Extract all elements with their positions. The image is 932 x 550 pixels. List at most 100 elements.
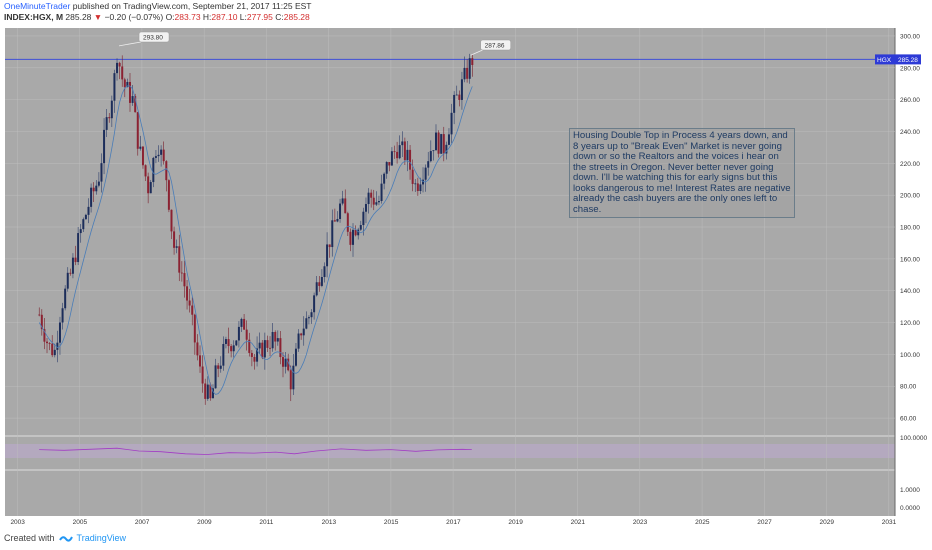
candle-body <box>453 94 456 113</box>
candle-body <box>305 318 308 329</box>
candle-body <box>274 332 277 342</box>
candle-body <box>289 370 292 390</box>
symbol-label: INDEX:HGX, M <box>4 12 64 22</box>
candle-body <box>201 366 204 384</box>
candle-body <box>411 169 414 184</box>
candle-body <box>178 246 181 273</box>
candle-body <box>429 151 432 162</box>
candle-body <box>432 150 435 152</box>
candle-body <box>235 340 238 346</box>
x-tick-label: 2025 <box>695 519 710 526</box>
candle-body <box>341 198 344 204</box>
candle-body <box>471 58 474 65</box>
candle-body <box>188 300 191 306</box>
candle-body <box>126 81 129 88</box>
candle-body <box>445 144 448 154</box>
tradingview-brand[interactable]: TradingView <box>76 533 127 543</box>
x-tick-label: 2007 <box>135 519 150 526</box>
low-value: 277.95 <box>246 12 273 22</box>
x-tick-label: 2023 <box>633 519 648 526</box>
candle-body <box>165 161 168 181</box>
candle-body <box>46 341 49 344</box>
close-value: 285.28 <box>283 12 310 22</box>
candle-body <box>121 66 124 80</box>
candle-body <box>427 161 430 168</box>
author-link[interactable]: OneMinuteTrader <box>4 1 71 11</box>
candle-body <box>403 141 406 161</box>
callout-label: 287.86 <box>485 43 505 50</box>
lower-pane-tick-label: 100.0000 <box>900 435 927 442</box>
candle-body <box>53 349 56 356</box>
candle-body <box>248 339 251 353</box>
candle-body <box>40 314 43 330</box>
candle-body <box>222 343 225 366</box>
y-tick-label: 280.00 <box>900 65 920 72</box>
candle-body <box>307 317 310 319</box>
candle-body <box>320 277 323 286</box>
candle-body <box>297 333 300 349</box>
candle-body <box>370 192 373 198</box>
candle-body <box>281 357 284 367</box>
annotation-note[interactable]: Housing Double Top in Process 4 years do… <box>569 128 795 218</box>
candle-body <box>199 355 202 367</box>
candle-body <box>116 62 119 74</box>
chart-header: OneMinuteTrader published on TradingView… <box>4 1 311 23</box>
candle-body <box>390 151 393 166</box>
y-tick-label: 240.00 <box>900 129 920 136</box>
low-label: L: <box>239 12 247 22</box>
candle-body <box>269 347 272 349</box>
price-tag: 285.28 <box>898 57 918 64</box>
candle-body <box>95 185 98 192</box>
candle-body <box>396 151 399 159</box>
candle-body <box>69 272 72 274</box>
candle-body <box>463 67 466 80</box>
candle-body <box>313 295 316 313</box>
down-arrow-icon: ▼ <box>93 12 103 22</box>
candle-body <box>74 257 77 263</box>
candle-body <box>455 94 458 96</box>
candle-body <box>419 184 422 192</box>
candle-body <box>108 117 111 119</box>
candle-body <box>380 183 383 202</box>
candle-body <box>141 146 144 166</box>
candle-body <box>183 273 186 287</box>
x-tick-label: 2011 <box>259 519 273 526</box>
tradingview-logo-icon <box>58 535 73 542</box>
symbol-tag-box <box>875 54 895 65</box>
candle-body <box>263 340 266 358</box>
candle-body <box>175 246 178 248</box>
x-tick-label: 2021 <box>571 519 586 526</box>
price-chart[interactable]: 300.00 280.00 260.00 240.00 220.00 200.00 180.… <box>0 22 932 530</box>
candle-body <box>196 342 199 356</box>
candle-body <box>38 314 41 316</box>
candle-body <box>447 134 450 145</box>
y-tick-label: 140.00 <box>900 288 920 295</box>
candle-body <box>328 244 331 248</box>
candle-body <box>157 154 160 157</box>
x-tick-label: 2003 <box>10 519 25 526</box>
candle-body <box>284 358 287 367</box>
candle-body <box>294 348 297 366</box>
candle-body <box>339 203 342 219</box>
candle-body <box>180 272 183 274</box>
y-tick-label: 100.00 <box>900 352 920 359</box>
callout-box <box>480 39 511 51</box>
candle-body <box>154 156 157 158</box>
candle-body <box>302 328 305 336</box>
candle-body <box>318 282 321 286</box>
candle-body <box>118 62 121 67</box>
candle-body <box>43 329 46 342</box>
candle-body <box>100 163 103 182</box>
candle-body <box>66 272 69 289</box>
open-value: 283.73 <box>174 12 201 22</box>
y-tick-label: 220.00 <box>900 161 920 168</box>
candle-body <box>48 343 51 344</box>
candle-body <box>416 183 419 192</box>
candle-body <box>232 345 235 352</box>
candle-body <box>170 209 173 232</box>
moving-average-line <box>38 85 473 395</box>
candle-body <box>326 244 329 267</box>
candle-body <box>424 167 427 180</box>
lower-pane-tick-label: 1.0000 <box>900 487 920 494</box>
candle-body <box>398 145 401 159</box>
